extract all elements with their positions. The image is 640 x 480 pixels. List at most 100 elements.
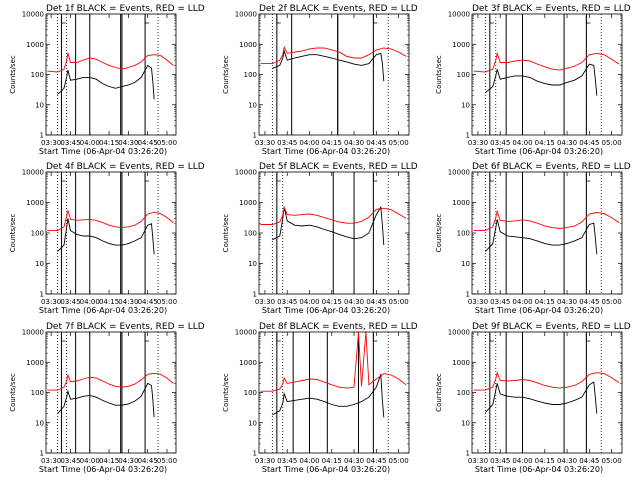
y-tick-label: 1 <box>40 132 44 140</box>
x-tick-label: 03:30 <box>255 139 275 147</box>
x-tick-label: 04:15 <box>535 457 555 465</box>
x-tick-label: 03:45 <box>490 298 510 306</box>
panel-title: Det 9f BLACK = Events, RED = LLD <box>472 322 631 332</box>
bracket-mark <box>144 174 150 182</box>
panel-3: 1 10 100 1000 10000 03:30 03:45 04:00 04:15 04:30… <box>435 4 631 156</box>
x-tick-label: 04:45 <box>138 457 158 465</box>
x-tick-label: 04:45 <box>579 457 599 465</box>
x-tick-label: 05:00 <box>157 298 177 306</box>
y-tick-label: 100 <box>31 230 44 238</box>
x-tick-label: 04:15 <box>99 139 119 147</box>
panel-title: Det 2f BLACK = Events, RED = LLD <box>259 4 418 14</box>
y-axis-label: Counts/sec <box>435 373 443 412</box>
y-axis-label: Counts/sec <box>222 373 230 412</box>
y-tick-label: 10000 <box>235 11 257 19</box>
bracket-mark <box>61 334 66 342</box>
x-tick-label: 04:30 <box>344 298 364 306</box>
series-line-lld <box>47 372 174 391</box>
y-axis-label: Counts/sec <box>435 55 443 94</box>
x-axis-label: Start Time (06-Apr-04 03:26:20) <box>262 147 390 156</box>
bracket-mark <box>489 334 494 342</box>
y-tick-label: 10 <box>248 260 257 268</box>
panel-7: 1 10 100 1000 10000 03:30 03:45 04:00 04:15 04:30… <box>9 322 205 474</box>
y-tick-label: 1 <box>253 132 257 140</box>
y-tick-label: 10000 <box>22 169 44 177</box>
y-tick-label: 100 <box>457 71 470 79</box>
series-line-events <box>272 205 385 246</box>
plot-frame <box>258 13 410 136</box>
x-tick-label: 04:15 <box>535 298 555 306</box>
x-tick-label: 05:00 <box>602 298 622 306</box>
y-tick-label: 10000 <box>448 329 470 337</box>
x-tick-label: 03:30 <box>41 298 61 306</box>
y-tick-label: 10000 <box>22 329 44 337</box>
x-tick-label: 03:45 <box>60 457 80 465</box>
x-tick-label: 03:30 <box>255 298 275 306</box>
series-line-events <box>57 64 155 100</box>
x-tick-label: 03:30 <box>41 457 61 465</box>
y-tick-label: 10 <box>248 419 257 427</box>
x-tick-label: 04:00 <box>512 457 532 465</box>
panel-1: 1 10 100 1000 10000 03:30 03:45 04:00 04:15 04:30… <box>9 4 205 156</box>
x-tick-label: 04:00 <box>299 139 319 147</box>
y-tick-label: 1000 <box>26 41 44 49</box>
x-axis-label: Start Time (06-Apr-04 03:26:20) <box>262 306 390 315</box>
x-tick-label: 03:30 <box>468 457 488 465</box>
y-tick-label: 100 <box>244 389 257 397</box>
x-tick-label: 04:30 <box>557 139 577 147</box>
panel-title: Det 8f BLACK = Events, RED = LLD <box>259 322 418 332</box>
x-tick-label: 04:30 <box>118 457 138 465</box>
x-tick-label: 03:30 <box>255 457 275 465</box>
bracket-mark <box>276 16 281 24</box>
y-tick-label: 10 <box>35 260 44 268</box>
x-tick-label: 04:15 <box>322 457 342 465</box>
x-axis-label: Start Time (06-Apr-04 03:26:20) <box>39 306 167 315</box>
y-tick-label: 10000 <box>235 169 257 177</box>
bracket-mark <box>585 16 591 24</box>
x-tick-label: 05:00 <box>389 139 409 147</box>
y-tick-label: 10 <box>35 419 44 427</box>
x-tick-label: 04:00 <box>80 457 100 465</box>
y-tick-label: 1 <box>466 132 470 140</box>
x-tick-label: 04:45 <box>138 139 158 147</box>
series-line-lld <box>47 210 174 232</box>
x-axis-label: Start Time (06-Apr-04 03:26:20) <box>262 465 390 474</box>
y-tick-label: 1000 <box>239 359 257 367</box>
x-tick-label: 04:45 <box>579 298 599 306</box>
x-tick-label: 04:15 <box>99 457 119 465</box>
y-tick-label: 10 <box>461 101 470 109</box>
panel-4: 1 10 100 1000 10000 03:30 03:45 04:00 04:15 04:30… <box>9 162 205 315</box>
bracket-mark <box>61 16 66 24</box>
x-tick-label: 03:45 <box>60 298 80 306</box>
x-tick-label: 04:00 <box>80 298 100 306</box>
y-tick-label: 100 <box>244 71 257 79</box>
plot-frame <box>258 331 410 454</box>
x-tick-label: 04:45 <box>579 139 599 147</box>
series-line-events <box>272 374 385 418</box>
y-tick-label: 1000 <box>452 359 470 367</box>
panel-8: 1 10 100 1000 10000 03:30 03:45 04:00 04:15 04:30… <box>222 322 418 474</box>
y-tick-label: 1 <box>253 450 257 458</box>
x-tick-label: 04:45 <box>366 139 386 147</box>
y-tick-label: 100 <box>244 230 257 238</box>
panel-title: Det 4f BLACK = Events, RED = LLD <box>46 162 205 172</box>
series-line-lld <box>473 371 620 391</box>
bracket-mark <box>144 334 150 342</box>
series-line-lld <box>260 205 407 225</box>
y-tick-label: 10 <box>35 101 44 109</box>
x-tick-label: 03:45 <box>60 139 80 147</box>
plot-frame <box>45 13 177 136</box>
y-axis-label: Counts/sec <box>435 214 443 253</box>
panel-title: Det 1f BLACK = Events, RED = LLD <box>46 4 205 14</box>
series-line-lld <box>260 45 407 65</box>
y-tick-label: 10000 <box>448 11 470 19</box>
y-tick-label: 1000 <box>26 359 44 367</box>
y-tick-label: 100 <box>31 71 44 79</box>
series-line-events <box>272 49 385 82</box>
x-tick-label: 03:30 <box>468 139 488 147</box>
x-tick-label: 03:30 <box>468 298 488 306</box>
x-tick-label: 03:45 <box>277 298 297 306</box>
y-tick-label: 10 <box>248 101 257 109</box>
x-tick-label: 04:30 <box>557 457 577 465</box>
